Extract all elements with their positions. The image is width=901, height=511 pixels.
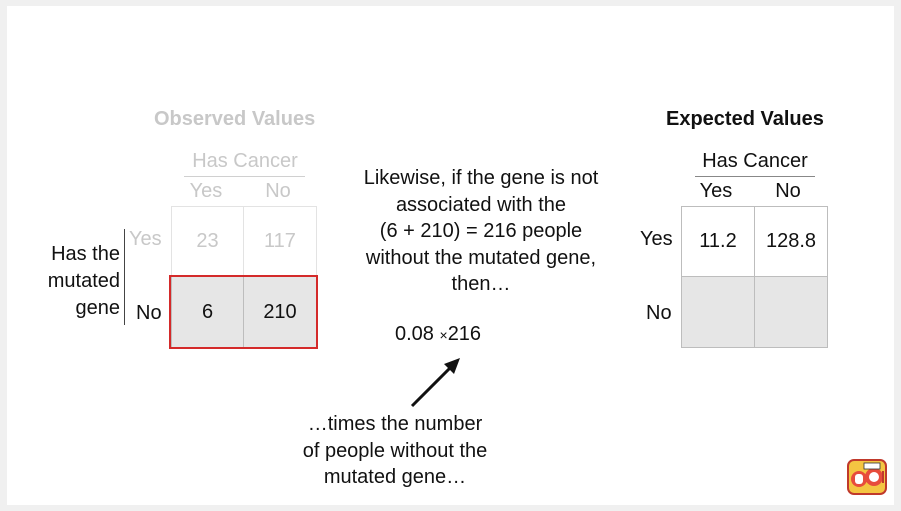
observed-header-underline — [184, 176, 305, 177]
explanation-line-2: associated with the — [395, 193, 567, 216]
observed-cell-yes-no: 117 — [243, 206, 317, 277]
observed-col-no: No — [265, 180, 291, 202]
note-text: …times the number of people without the … — [270, 411, 520, 491]
expected-cell-no-no — [754, 276, 828, 348]
expected-cell-yes-no: 128.8 — [754, 206, 828, 277]
expected-header-underline — [695, 176, 815, 177]
observed-row-no: No — [136, 302, 162, 324]
formula-right: 216 — [447, 323, 482, 345]
explanation-line-5: then… — [451, 273, 511, 295]
note-line-3: mutated gene… — [323, 466, 467, 488]
note-line-1: …times the number — [307, 413, 483, 435]
observed-row-divider — [124, 229, 125, 325]
expected-cell-no-yes — [681, 276, 755, 348]
observed-cell-yes-yes: 23 — [171, 206, 244, 277]
observed-has-cancer-header: Has Cancer — [192, 150, 298, 172]
row-label-line-2: mutated — [47, 270, 120, 292]
formula-operator: × — [439, 327, 448, 343]
expected-row-no: No — [646, 302, 672, 324]
observed-row-yes: Yes — [129, 228, 162, 250]
expected-col-no: No — [775, 180, 801, 202]
expected-row-yes: Yes — [640, 228, 673, 250]
arrow-icon — [410, 358, 460, 408]
formula: 0.08 ×216 — [395, 323, 481, 346]
formula-left: 0.08 — [395, 323, 434, 345]
slide — [7, 6, 894, 505]
row-label-line-1: Has the — [51, 243, 120, 265]
row-label-line-3: gene — [75, 297, 121, 319]
observed-cell-no-yes: 6 — [171, 276, 244, 348]
expected-title: Expected Values — [666, 108, 824, 130]
expected-has-cancer-header: Has Cancer — [702, 150, 808, 172]
note-line-2: of people without the — [302, 439, 488, 462]
expected-col-yes: Yes — [699, 180, 733, 202]
highlight-box — [169, 275, 318, 349]
explanation-text: Likewise, if the gene is not associated … — [336, 165, 626, 298]
observed-col-yes: Yes — [189, 180, 223, 202]
explanation-line-4: without the mutated gene, — [365, 246, 597, 269]
statquest-logo-icon — [847, 459, 887, 495]
observed-title: Observed Values — [154, 108, 316, 130]
observed-row-group-label: Has the mutated gene — [30, 241, 120, 322]
explanation-line-1: Likewise, if the gene is not — [363, 167, 599, 189]
expected-cell-yes-yes: 11.2 — [681, 206, 755, 277]
explanation-line-3: (6 + 210) = 216 people — [379, 220, 583, 242]
